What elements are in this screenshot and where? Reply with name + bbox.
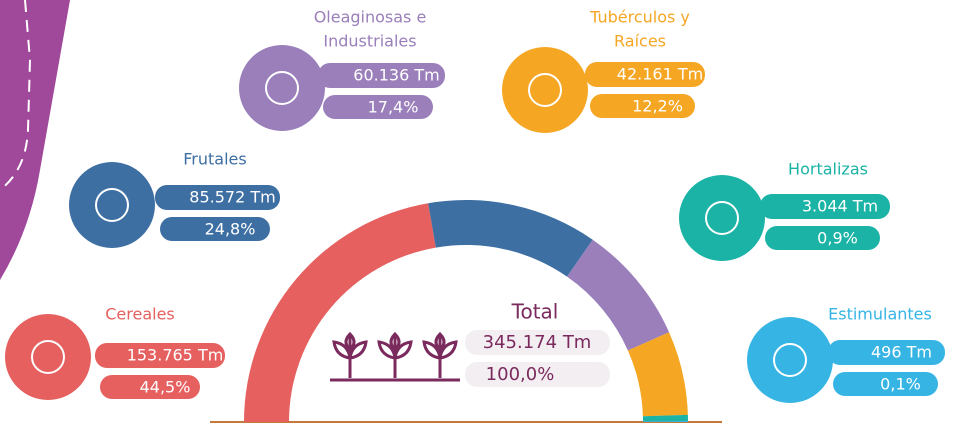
icon-glyph	[528, 73, 562, 107]
arc-segment	[428, 199, 593, 277]
arc-segment	[244, 203, 436, 422]
value-pill	[585, 62, 705, 87]
total-percentage: 100,0%	[486, 364, 555, 385]
category-label: Hortalizas	[788, 160, 868, 179]
percent-label: 24,8%	[205, 220, 256, 239]
percent-pill	[590, 94, 695, 118]
category-icon	[679, 175, 765, 261]
value-pill	[318, 63, 445, 88]
total-title: Total	[511, 300, 559, 324]
value-label: 496 Tm	[871, 343, 932, 362]
percent-pill	[160, 217, 270, 241]
percent-label: 17,4%	[368, 98, 419, 117]
value-pill	[155, 185, 280, 210]
arc-segment	[627, 332, 688, 417]
category-label: Oleaginosas e	[314, 8, 427, 27]
total-pill	[465, 330, 610, 355]
category-icon	[5, 314, 91, 400]
category-icon	[747, 317, 833, 403]
icon-glyph	[705, 201, 739, 235]
icon-glyph	[265, 71, 299, 105]
percent-pill	[323, 95, 433, 119]
value-label: 3.044 Tm	[802, 197, 878, 216]
total-value: 345.174 Tm	[483, 332, 592, 353]
percent-label: 0,1%	[880, 375, 921, 394]
category-label: Estimulantes	[828, 305, 932, 324]
value-pill	[828, 340, 945, 365]
value-label: 85.572 Tm	[189, 188, 275, 207]
percent-label: 44,5%	[140, 378, 191, 397]
category-icon	[502, 47, 588, 133]
total-pill	[465, 362, 610, 387]
category-label: Tubérculos y	[589, 8, 690, 27]
category-label: Cereales	[105, 305, 175, 324]
category-label: Raíces	[614, 32, 666, 51]
category-label: Frutales	[183, 150, 246, 169]
arc-segment	[567, 239, 670, 351]
percent-pill	[765, 226, 880, 250]
category-label: Industriales	[323, 32, 416, 51]
icon-glyph	[95, 188, 129, 222]
percent-pill	[833, 372, 938, 396]
category-icon	[239, 45, 325, 131]
value-pill	[95, 343, 225, 368]
arc-segment	[643, 421, 689, 422]
decor-shape	[0, 0, 70, 280]
value-pill	[760, 194, 890, 219]
value-label: 42.161 Tm	[617, 65, 703, 84]
category-icon	[69, 162, 155, 248]
percent-label: 12,2%	[632, 97, 683, 116]
arc-segment	[642, 414, 688, 422]
plants-icon	[330, 331, 460, 382]
value-label: 153.765 Tm	[127, 346, 224, 365]
icon-glyph	[773, 343, 807, 377]
value-label: 60.136 Tm	[353, 66, 439, 85]
icon-glyph	[31, 340, 65, 374]
percent-pill	[100, 375, 200, 399]
percent-label: 0,9%	[817, 229, 858, 248]
decor-dash	[0, 0, 32, 191]
